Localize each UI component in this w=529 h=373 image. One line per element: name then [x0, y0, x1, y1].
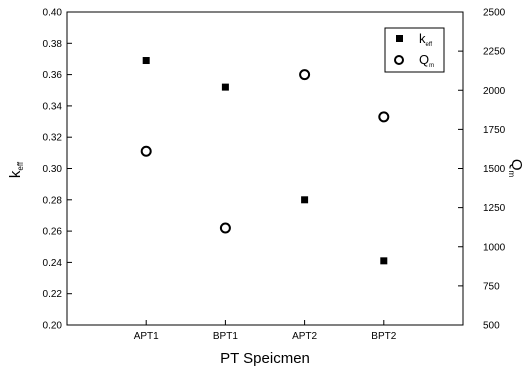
left-tick-label: 0.32	[43, 133, 63, 144]
left-axis-ticks: 0.20 0.22 0.24 0.26 0.28 0.30 0.32 0.34 0.36 0.38…	[43, 8, 72, 332]
right-tick-label: 2250	[483, 47, 506, 58]
x-axis-ticks: APT1 BPT1 APT2 BPT2	[134, 320, 397, 342]
svg-text:keff: keff	[7, 161, 25, 178]
keff-point	[301, 196, 309, 204]
qm-point	[378, 111, 390, 123]
left-tick-label: 0.22	[43, 289, 63, 300]
left-tick-label: 0.36	[43, 70, 63, 81]
right-axis-title-sub: m	[507, 171, 516, 178]
left-axis-title: keff	[7, 161, 25, 178]
x-tick-label: APT1	[134, 331, 159, 342]
legend-label-keff: keff	[419, 31, 432, 48]
x-tick-label: BPT1	[213, 331, 238, 342]
right-tick-label: 1500	[483, 164, 506, 175]
legend-square-marker	[396, 35, 403, 42]
keff-point	[142, 57, 150, 65]
x-tick-label: APT2	[292, 331, 317, 342]
x-tick-label: BPT2	[371, 331, 396, 342]
qm-point	[299, 69, 311, 81]
data-marks	[140, 57, 390, 265]
right-tick-label: 1000	[483, 242, 506, 253]
left-tick-label: 0.34	[43, 101, 63, 112]
legend: keff Qm	[384, 27, 445, 73]
keff-point	[380, 257, 388, 265]
right-tick-label: 2500	[483, 8, 506, 19]
left-tick-label: 0.28	[43, 195, 63, 206]
right-tick-label: 1750	[483, 125, 506, 136]
right-tick-label: 1250	[483, 203, 506, 214]
qm-point	[219, 222, 231, 234]
keff-point	[221, 83, 229, 91]
left-tick-label: 0.40	[43, 8, 63, 19]
legend-circle-marker	[394, 55, 404, 65]
left-axis-title-sub: eff	[16, 161, 25, 171]
qm-point	[140, 145, 152, 157]
left-axis-title-main: k	[7, 170, 24, 178]
left-tick-label: 0.24	[43, 258, 63, 269]
right-tick-label: 500	[483, 321, 500, 332]
right-axis-ticks: 500 750 1000 1250 1500 1750 2000 2250 2500	[458, 8, 506, 332]
left-tick-label: 0.20	[43, 321, 63, 332]
left-tick-label: 0.30	[43, 164, 63, 175]
legend-label-qm: Qm	[419, 52, 434, 69]
right-axis-title-main: Q	[508, 159, 525, 171]
right-tick-label: 2000	[483, 86, 506, 97]
right-tick-label: 750	[483, 281, 500, 292]
legend-box	[384, 27, 445, 73]
svg-text:Qm: Qm	[507, 159, 525, 178]
left-tick-label: 0.26	[43, 227, 63, 238]
right-axis-title: Qm	[507, 159, 525, 178]
x-axis-title: PT Speicmen	[220, 350, 310, 367]
left-tick-label: 0.38	[43, 39, 63, 50]
